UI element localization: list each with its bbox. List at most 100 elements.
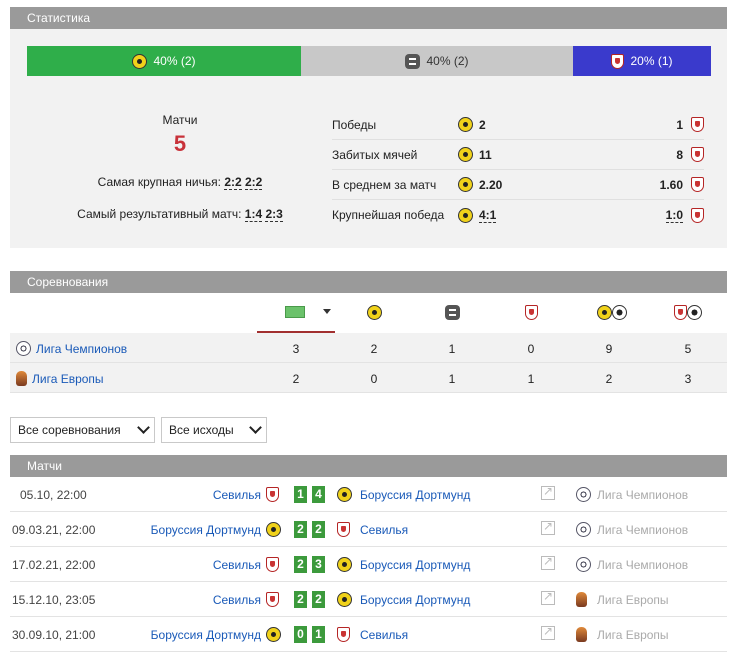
sevilla-icon	[691, 207, 704, 223]
stat-label: Крупнейшая победа	[332, 208, 445, 222]
match-row[interactable]: 15.12.10, 23:05 Севилья 2 2 Боруссия Дортмун…	[10, 583, 727, 617]
bvb-icon	[266, 522, 281, 537]
competition-filter-select[interactable]: Все соревнования	[10, 417, 155, 443]
stat-row-goals: Забитых мячей 11 8	[332, 140, 704, 170]
bvb-icon	[597, 305, 612, 321]
football-pitch-icon	[285, 306, 305, 318]
away-team-link[interactable]: Боруссия Дортмунд	[360, 593, 471, 607]
score-home[interactable]: 2	[294, 556, 307, 573]
win-percent: 40% (2)	[153, 54, 196, 68]
external-link-icon[interactable]	[541, 519, 555, 535]
match-row[interactable]: 05.10, 22:00 Севилья 14 Боруссия Дортмунд Ли…	[10, 478, 727, 512]
column-sevilla-wins[interactable]	[516, 305, 546, 321]
column-sevilla-goals[interactable]	[670, 305, 706, 321]
bvb-icon	[366, 305, 382, 321]
stat-home-value: 11	[479, 147, 492, 162]
outcome-loss-segment: 20% (1)	[573, 46, 711, 76]
outcome-filter-select[interactable]: Все исходы	[161, 417, 267, 443]
comp-bvb-wins: 2	[370, 341, 378, 356]
column-bvb-goals[interactable]	[594, 305, 630, 321]
sevilla-icon	[691, 117, 704, 132]
competition-row: Лига Чемпионов 3 2 1 0 9 5	[10, 335, 727, 363]
matches-label: Матчи	[162, 113, 198, 127]
stat-home-value: 2.20	[479, 177, 503, 192]
away-team-link[interactable]: Боруссия Дортмунд	[360, 558, 471, 572]
external-link-icon[interactable]	[541, 554, 555, 570]
biggest-draw-label: Самая крупная ничья:	[97, 175, 221, 189]
stat-away-value: 1.60	[659, 177, 683, 192]
most-goals-label: Самый результативный матч:	[77, 207, 242, 221]
away-team-link[interactable]: Боруссия Дортмунд	[360, 488, 471, 502]
score-away[interactable]: 2	[312, 591, 325, 608]
external-link-icon[interactable]	[541, 589, 555, 605]
stat-home-value: 2	[479, 117, 486, 132]
biggest-win-away-link[interactable]: 1:0	[665, 207, 683, 223]
most-goals-match: Самый результативный матч: 1:4 2:3	[10, 207, 350, 222]
most-goals-link[interactable]: 2:3	[265, 207, 283, 222]
bvb-icon	[458, 147, 473, 162]
home-team-link[interactable]: Севилья	[212, 558, 261, 572]
score-away[interactable]: 3	[312, 556, 325, 573]
comp-matches: 2	[292, 371, 300, 386]
comp-draws: 1	[448, 341, 456, 356]
away-team-link[interactable]: Севилья	[360, 523, 409, 537]
comp-sevilla-goals: 5	[684, 341, 692, 356]
matches-header: Матчи	[10, 455, 727, 477]
biggest-win-home-link[interactable]: 4:1	[479, 207, 497, 223]
biggest-draw-link[interactable]: 2:2	[245, 175, 263, 190]
match-date: 15.12.10, 23:05	[12, 593, 96, 607]
sevilla-icon	[266, 592, 279, 607]
football-icon	[612, 305, 627, 321]
score-home[interactable]: 2	[294, 591, 307, 608]
competition-link[interactable]: Лига Европы	[32, 371, 104, 386]
bvb-icon	[337, 487, 352, 502]
sevilla-icon	[674, 305, 687, 321]
comp-draws: 1	[448, 371, 456, 386]
football-icon	[687, 305, 702, 321]
home-team-link[interactable]: Боруссия Дортмунд	[150, 628, 261, 642]
comp-bvb-wins: 0	[370, 371, 378, 386]
score-away[interactable]: 4	[312, 486, 325, 503]
score-home[interactable]: 1	[294, 486, 307, 503]
comp-sevilla-wins: 0	[527, 341, 535, 356]
stat-label: Забитых мячей	[332, 147, 418, 162]
home-team-link[interactable]: Севилья	[212, 488, 261, 502]
home-team-link[interactable]: Боруссия Дортмунд	[150, 523, 261, 537]
column-bvb-wins[interactable]	[359, 305, 389, 321]
biggest-draw-link[interactable]: 2:2	[224, 175, 242, 190]
match-row[interactable]: 30.09.10, 21:00 Боруссия Дортмунд 0 1 Севиль…	[10, 618, 727, 652]
home-team-link[interactable]: Севилья	[212, 593, 261, 607]
europa-league-icon	[576, 627, 587, 642]
match-date: 09.03.21, 22:00	[12, 523, 96, 537]
matches-count: 5	[173, 131, 187, 156]
comp-bvb-goals: 2	[605, 371, 613, 386]
competition-filter-value: Все соревнования	[18, 423, 121, 437]
match-competition: Лига Чемпионов	[597, 488, 689, 502]
champions-league-icon	[16, 341, 31, 356]
sort-column-matches[interactable]	[257, 293, 335, 333]
score-home[interactable]: 2	[294, 521, 307, 538]
competition-link[interactable]: Лига Чемпионов	[36, 341, 128, 356]
outcome-draw-segment: 40% (2)	[301, 46, 573, 76]
competitions-panel: Лига Чемпионов 3 2 1 0 9 5 Лига Европы 2…	[10, 293, 727, 393]
external-link-icon[interactable]	[541, 624, 555, 640]
comp-sevilla-wins: 1	[527, 371, 535, 386]
loss-percent: 20% (1)	[630, 54, 673, 68]
bvb-icon	[458, 207, 473, 223]
stat-away-value: 1	[676, 117, 683, 132]
score-away[interactable]: 2	[312, 521, 325, 538]
bvb-icon	[458, 117, 473, 132]
match-row[interactable]: 17.02.21, 22:00 Севилья 2 3 Боруссия Дортмун…	[10, 548, 727, 582]
match-row[interactable]: 09.03.21, 22:00 Боруссия Дортмунд 2 2 Севиль…	[10, 513, 727, 547]
sevilla-icon	[691, 177, 704, 192]
sevilla-icon	[524, 305, 538, 321]
outcome-filter-value: Все исходы	[169, 423, 234, 437]
score-away[interactable]: 1	[312, 626, 325, 643]
comp-sevilla-goals: 3	[684, 371, 692, 386]
most-goals-link[interactable]: 1:4	[244, 207, 263, 222]
away-team-link[interactable]: Севилья	[360, 628, 409, 642]
bvb-icon	[266, 627, 281, 642]
column-draws[interactable]	[437, 305, 467, 321]
external-link-icon[interactable]	[541, 484, 555, 500]
score-home[interactable]: 0	[294, 626, 307, 643]
